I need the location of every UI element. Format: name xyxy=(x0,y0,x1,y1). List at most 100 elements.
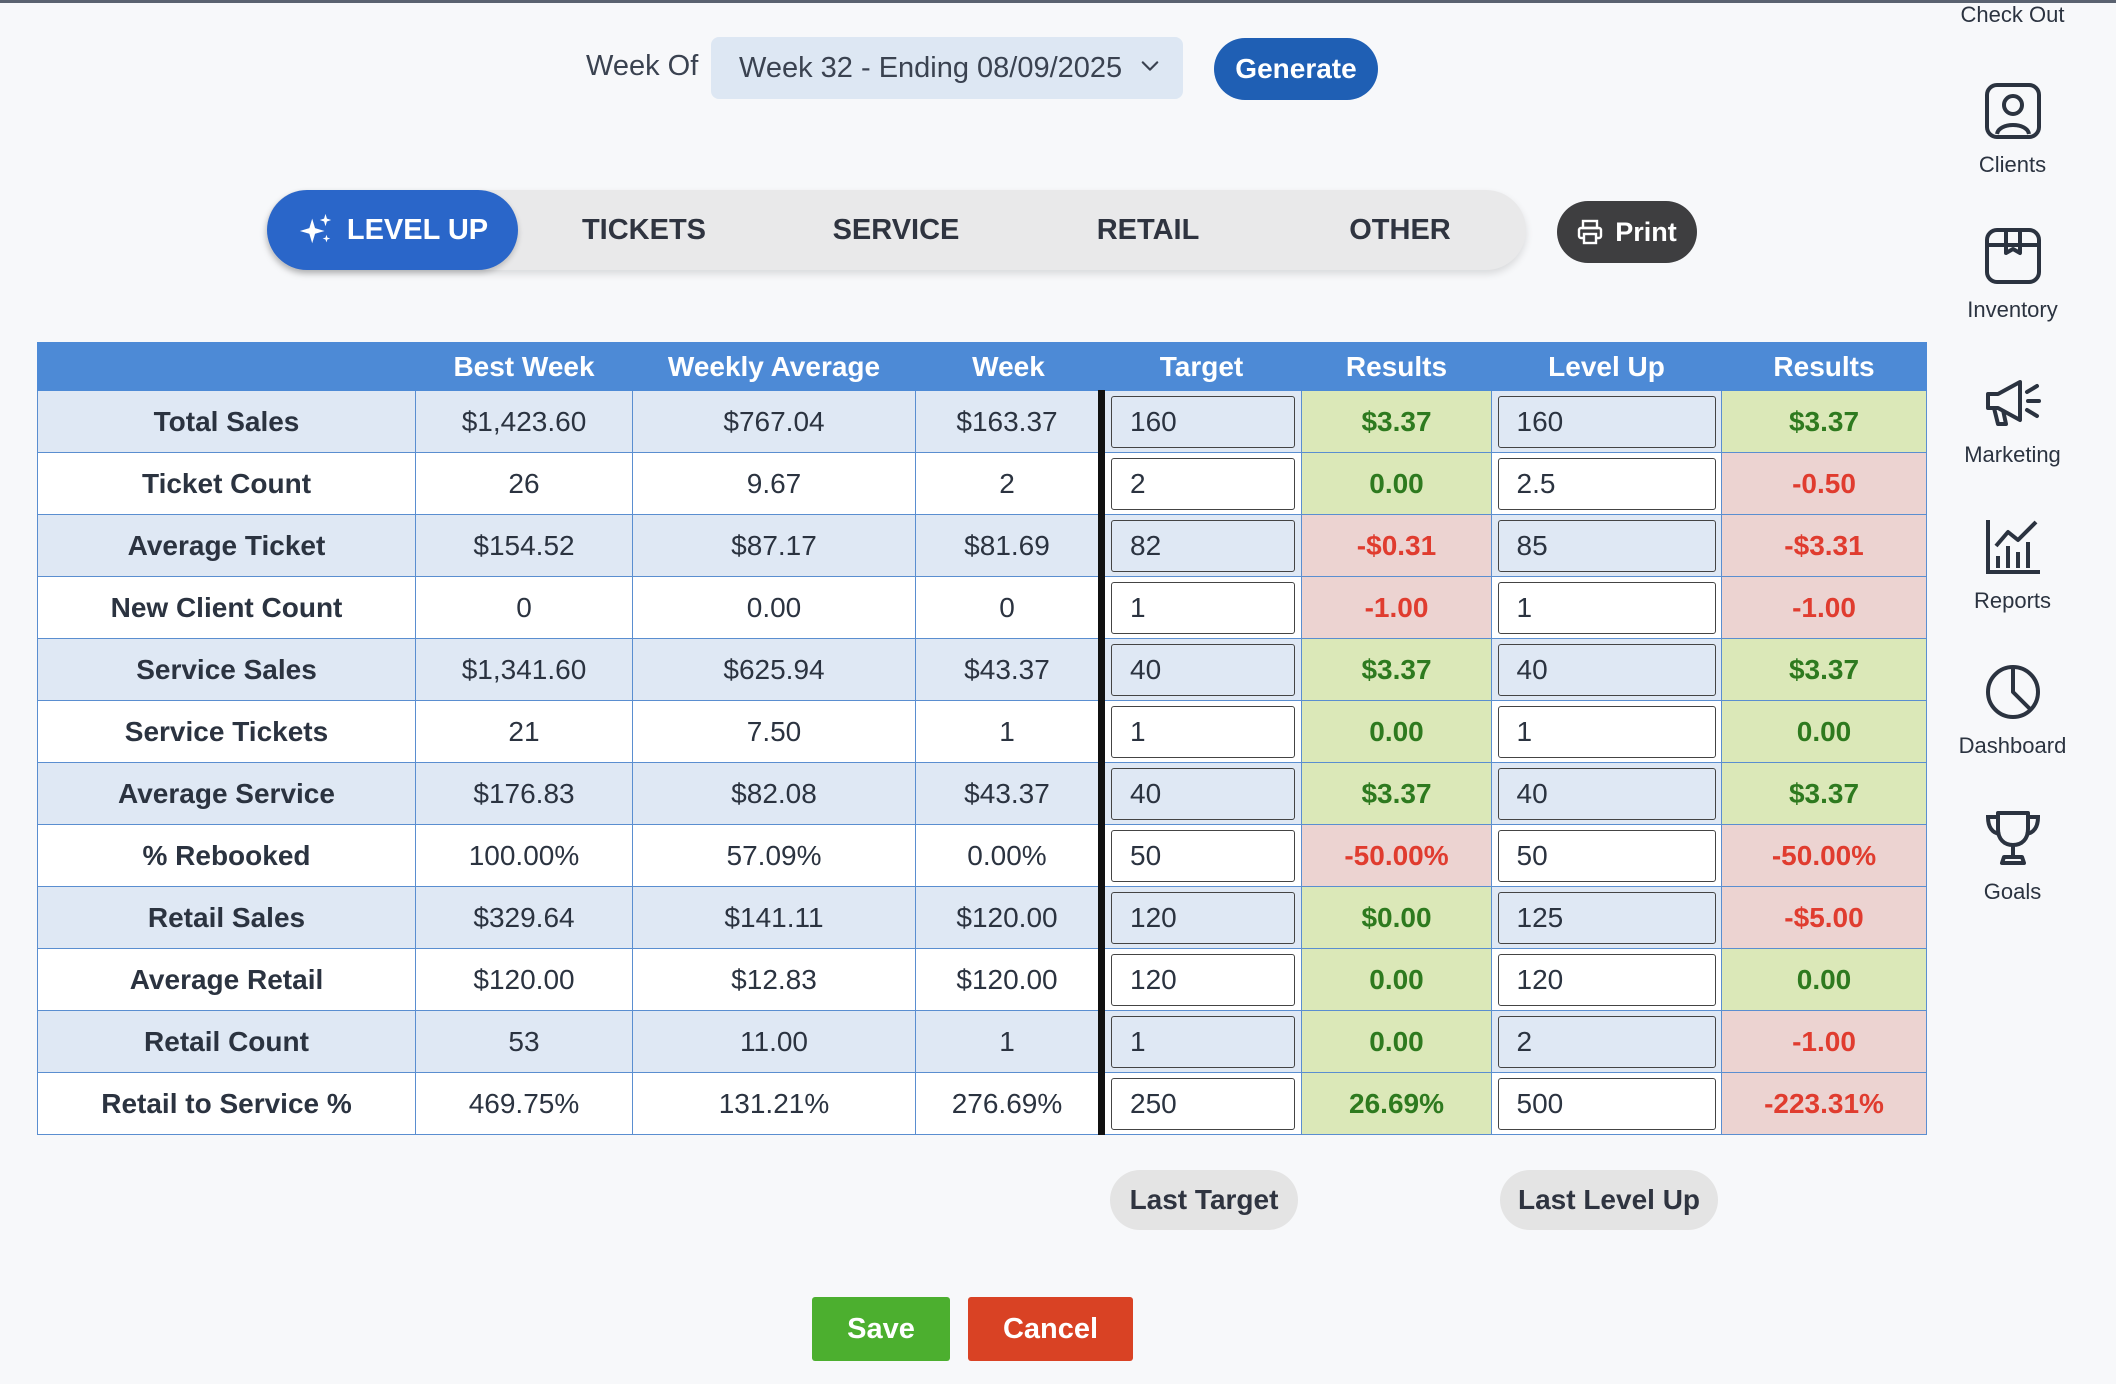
level-up-input[interactable] xyxy=(1497,891,1716,944)
level-up-result-cell: $3.37 xyxy=(1721,762,1927,825)
target-result-cell: 0.00 xyxy=(1301,452,1492,515)
sidebar-item-clients[interactable]: Clients xyxy=(1950,80,2075,178)
week-cell: 0.00% xyxy=(915,824,1102,887)
weekly-average-cell: 9.67 xyxy=(632,452,916,515)
level-up-cell xyxy=(1491,948,1722,1011)
level-up-cell xyxy=(1491,1072,1722,1135)
target-input[interactable] xyxy=(1111,395,1295,448)
level-up-result-cell: -223.31% xyxy=(1721,1072,1927,1135)
print-button[interactable]: Print xyxy=(1557,201,1697,263)
best-week-cell: $1,423.60 xyxy=(415,390,633,453)
target-result-cell: $3.37 xyxy=(1301,390,1492,453)
target-result-cell: 26.69% xyxy=(1301,1072,1492,1135)
sidebar-item-marketing[interactable]: Marketing xyxy=(1950,370,2075,468)
sidebar-item-label: Reports xyxy=(1973,588,2052,613)
weekly-average-cell: $767.04 xyxy=(632,390,916,453)
week-cell: $81.69 xyxy=(915,514,1102,577)
target-cell xyxy=(1098,452,1302,515)
weekly-average-cell: $141.11 xyxy=(632,886,916,949)
tab-other[interactable]: OTHER xyxy=(1349,213,1451,246)
sidebar-item-label: Inventory xyxy=(1967,297,2058,322)
level-up-input[interactable] xyxy=(1497,1015,1716,1068)
level-up-input[interactable] xyxy=(1497,395,1716,448)
row-label: Retail Count xyxy=(37,1010,416,1073)
weekly-average-cell: $87.17 xyxy=(632,514,916,577)
level-up-input[interactable] xyxy=(1497,519,1716,572)
sidebar-item-label: Dashboard xyxy=(1958,733,2067,758)
level-up-result-cell: -1.00 xyxy=(1721,576,1927,639)
best-week-cell: $120.00 xyxy=(415,948,633,1011)
target-result-cell: 0.00 xyxy=(1301,700,1492,763)
target-cell xyxy=(1098,762,1302,825)
target-cell xyxy=(1098,390,1302,453)
sidebar-item-reports[interactable]: Reports xyxy=(1950,516,2075,614)
level-up-result-cell: 0.00 xyxy=(1721,948,1927,1011)
target-cell xyxy=(1098,514,1302,577)
weekly-average-cell: 11.00 xyxy=(632,1010,916,1073)
printer-icon xyxy=(1578,219,1603,245)
level-up-input[interactable] xyxy=(1497,705,1716,758)
best-week-cell: 100.00% xyxy=(415,824,633,887)
tab-level-up[interactable]: LEVEL UP xyxy=(267,190,518,270)
row-label: Retail to Service % xyxy=(37,1072,416,1135)
row-label: Average Service xyxy=(37,762,416,825)
level-up-table: Best Week Weekly Average Week Target Res… xyxy=(37,342,1927,1135)
last-level-up-button[interactable]: Last Level Up xyxy=(1500,1170,1718,1230)
best-week-cell: $154.52 xyxy=(415,514,633,577)
tab-tickets[interactable]: TICKETS xyxy=(581,213,707,246)
target-input[interactable] xyxy=(1111,1077,1295,1130)
clients-icon xyxy=(1984,83,2041,139)
target-cell xyxy=(1098,948,1302,1011)
generate-button[interactable]: Generate xyxy=(1214,38,1378,100)
level-up-input[interactable] xyxy=(1497,457,1716,510)
week-cell: 276.69% xyxy=(915,1072,1102,1135)
level-up-input[interactable] xyxy=(1497,829,1716,882)
target-input[interactable] xyxy=(1111,581,1295,634)
target-input[interactable] xyxy=(1111,705,1295,758)
target-input[interactable] xyxy=(1111,953,1295,1006)
sidebar-item-label: Goals xyxy=(1983,879,2042,904)
target-input[interactable] xyxy=(1111,891,1295,944)
target-input[interactable] xyxy=(1111,519,1295,572)
column-header-target-results: Results xyxy=(1301,342,1492,391)
sidebar-item-check-out[interactable]: Check Out xyxy=(1960,2,2065,27)
level-up-input[interactable] xyxy=(1497,953,1716,1006)
last-target-button[interactable]: Last Target xyxy=(1110,1170,1298,1230)
target-input[interactable] xyxy=(1111,643,1295,696)
target-cell xyxy=(1098,638,1302,701)
target-cell xyxy=(1098,700,1302,763)
sidebar-item-goals[interactable]: Goals xyxy=(1950,807,2075,905)
weekly-average-cell: 0.00 xyxy=(632,576,916,639)
table-header-row: Best Week Weekly Average Week Target Res… xyxy=(37,342,1927,391)
level-up-input[interactable] xyxy=(1497,643,1716,696)
level-up-input[interactable] xyxy=(1497,581,1716,634)
cancel-button[interactable]: Cancel xyxy=(968,1297,1133,1361)
row-label: Ticket Count xyxy=(37,452,416,515)
sidebar-item-label: Marketing xyxy=(1964,442,2061,467)
target-input[interactable] xyxy=(1111,767,1295,820)
target-cell xyxy=(1098,1010,1302,1073)
sidebar-item-inventory[interactable]: Inventory xyxy=(1950,225,2075,323)
level-up-input[interactable] xyxy=(1497,767,1716,820)
inventory-icon xyxy=(1984,228,2041,284)
tab-service[interactable]: SERVICE xyxy=(832,213,960,246)
sidebar-item-dashboard[interactable]: Dashboard xyxy=(1950,661,2075,759)
table-row: Average Retail$120.00$12.83$120.000.000.… xyxy=(37,948,1927,1011)
table-row: Total Sales$1,423.60$767.04$163.37 $3.37 $… xyxy=(37,390,1927,453)
week-select[interactable]: Week 32 - Ending 08/09/2025 xyxy=(711,37,1183,99)
target-input[interactable] xyxy=(1111,1015,1295,1068)
tab-level-up-label: LEVEL UP xyxy=(346,213,489,246)
target-cell xyxy=(1098,824,1302,887)
target-input[interactable] xyxy=(1111,457,1295,510)
column-header xyxy=(37,342,416,391)
target-input[interactable] xyxy=(1111,829,1295,882)
top-border xyxy=(0,0,2116,3)
week-cell: $163.37 xyxy=(915,390,1102,453)
tab-retail[interactable]: RETAIL xyxy=(1096,213,1200,246)
level-up-input[interactable] xyxy=(1497,1077,1716,1130)
level-up-result-cell: -1.00 xyxy=(1721,1010,1927,1073)
table-row: Service Sales$1,341.60$625.94$43.37 $3.37… xyxy=(37,638,1927,701)
save-button[interactable]: Save xyxy=(812,1297,950,1361)
